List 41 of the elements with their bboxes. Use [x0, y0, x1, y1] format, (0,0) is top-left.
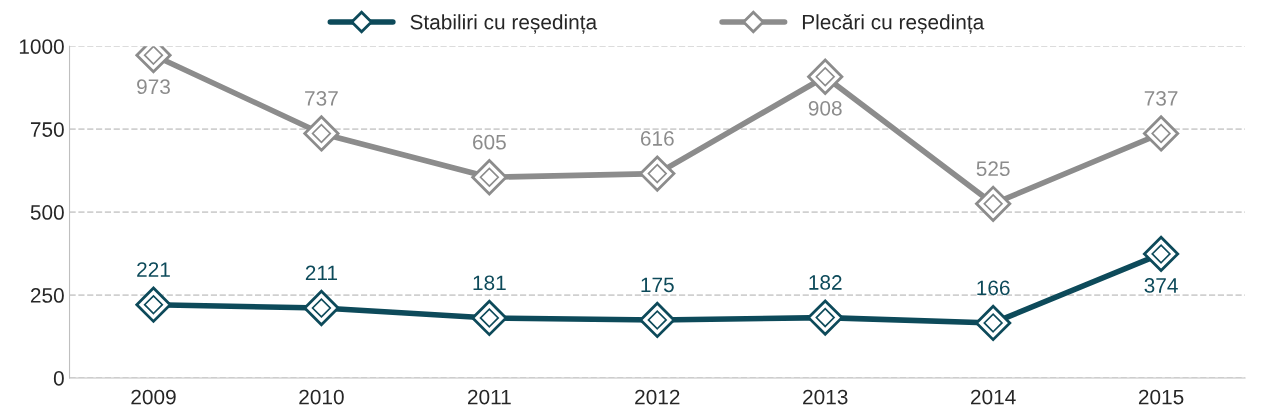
- data-label: 908: [808, 100, 842, 116]
- x-tick-label: 2015: [1138, 389, 1184, 405]
- data-label: 525: [976, 161, 1010, 177]
- x-tick-label: 2012: [635, 389, 680, 405]
- point: [975, 185, 1012, 222]
- y-tick-label: 250: [30, 288, 64, 303]
- point: [471, 159, 508, 196]
- legend-label: Stabiliri cu reședința: [410, 14, 598, 34]
- point: [1142, 115, 1180, 152]
- point: [975, 304, 1012, 342]
- y-tick-label: 0: [53, 371, 64, 386]
- data-label: 221: [137, 262, 170, 277]
- data-label: 737: [1144, 90, 1178, 106]
- y-tick-label: 1000: [19, 39, 64, 54]
- x-tick-label: 2013: [803, 389, 848, 405]
- data-label: 182: [809, 275, 842, 290]
- point: [471, 299, 508, 337]
- point: [807, 58, 844, 95]
- data-label: 973: [137, 79, 170, 95]
- x-tick-label: 2014: [971, 389, 1016, 405]
- data-label: 737: [305, 90, 338, 106]
- point: [303, 289, 340, 327]
- data-label: 166: [977, 280, 1010, 296]
- data-label: 605: [473, 134, 506, 150]
- legend-label: Plecări cu reședința: [802, 13, 985, 34]
- data-label: 616: [640, 131, 674, 146]
- data-label: 374: [1144, 278, 1178, 293]
- data-label: 211: [305, 265, 338, 281]
- point: [135, 286, 172, 323]
- point: [807, 299, 844, 336]
- point: [303, 115, 340, 152]
- data-label: 175: [641, 277, 674, 293]
- point: [639, 155, 676, 192]
- x-tick-label: 2010: [299, 389, 344, 405]
- point: [639, 301, 676, 339]
- x-tick-label: 2009: [131, 389, 176, 405]
- y-tick-label: 750: [30, 122, 64, 137]
- point: [1142, 235, 1180, 272]
- data-label: 181: [473, 275, 506, 291]
- y-tick-label: 500: [30, 205, 64, 220]
- x-tick-label: 2011: [467, 389, 511, 405]
